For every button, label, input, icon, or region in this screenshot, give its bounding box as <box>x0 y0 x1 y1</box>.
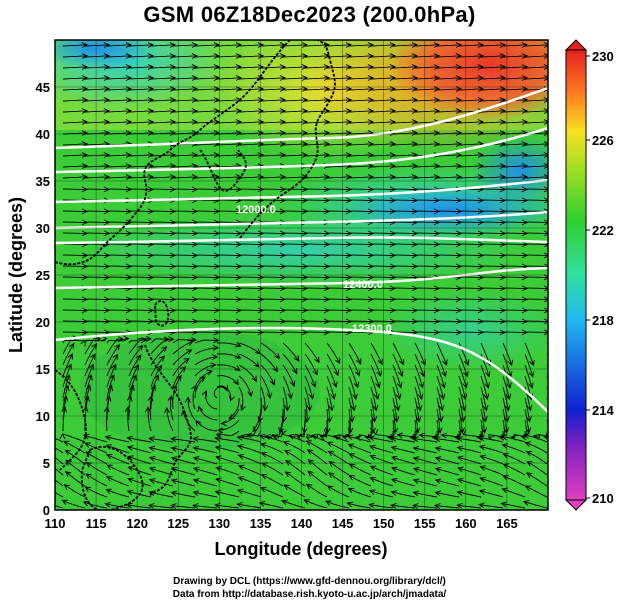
x-tick-label: 115 <box>86 516 107 531</box>
coastline-korea <box>199 149 247 192</box>
height-contours <box>55 86 548 413</box>
x-axis-ticks: 110 115 120 125 130 135 140 145 150 155 160 165 <box>45 516 518 531</box>
wind-streamlines <box>55 42 548 509</box>
contour-line <box>55 236 548 245</box>
coastline-borneo <box>80 445 144 510</box>
contour-label: 12000.0 <box>236 204 276 216</box>
colorbar-bottom-arrow <box>564 499 588 511</box>
contour-line <box>55 326 548 413</box>
x-tick-label: 125 <box>167 516 189 531</box>
colorbar-tick-label: 210 <box>592 491 614 506</box>
colorbar-tick-label: 214 <box>592 403 614 418</box>
y-tick-label: 45 <box>36 80 50 95</box>
y-axis-label: Latitude (degrees) <box>6 197 26 353</box>
coastline-mainland <box>55 40 291 266</box>
x-tick-label: 165 <box>496 516 518 531</box>
x-tick-label: 160 <box>455 516 477 531</box>
y-tick-label: 40 <box>36 127 50 142</box>
y-tick-label: 25 <box>36 268 50 283</box>
colorbar-top-arrow <box>564 39 588 51</box>
coastline-taiwan <box>154 300 170 327</box>
contour-label: 12300.0 <box>352 323 392 335</box>
contour-line <box>55 126 548 174</box>
y-tick-label: 20 <box>36 315 50 330</box>
contour-line <box>55 86 548 150</box>
x-tick-label: 120 <box>126 516 148 531</box>
colorbar-gradient <box>565 49 587 501</box>
x-tick-label: 110 <box>45 516 66 531</box>
y-tick-label: 5 <box>43 456 50 471</box>
y-tick-label: 35 <box>36 174 50 189</box>
contour-label: 12400.0 <box>343 279 383 291</box>
coastlines <box>55 40 336 510</box>
colorbar-tick-label: 218 <box>592 313 614 328</box>
y-tick-label: 30 <box>36 221 50 236</box>
coastline-philippines <box>144 344 192 496</box>
contour-line <box>55 266 548 290</box>
colorbar-tick-label: 222 <box>592 223 614 238</box>
colorbar: 210 214 218 222 226 230 <box>564 39 614 511</box>
plot-frame <box>54 39 549 511</box>
streamline-set <box>55 42 548 509</box>
credit-data: Data from http://database.rish.kyoto-u.a… <box>172 589 447 600</box>
y-axis-ticks: 0 5 10 15 20 25 30 35 40 45 <box>36 80 50 518</box>
contour-line <box>55 210 548 230</box>
x-tick-label: 140 <box>291 516 313 531</box>
coastline-indochina <box>55 369 87 471</box>
x-tick-label: 150 <box>373 516 395 531</box>
contour-label-group: 12400.0 12300.0 12000.0 <box>236 204 392 335</box>
y-tick-label: 0 <box>43 503 50 518</box>
x-axis-label: Longitude (degrees) <box>214 539 387 559</box>
x-tick-label: 145 <box>332 516 354 531</box>
y-tick-label: 10 <box>36 409 50 424</box>
colorbar-tick-label: 226 <box>592 133 614 148</box>
x-tick-label: 155 <box>414 516 436 531</box>
x-tick-label: 135 <box>250 516 272 531</box>
x-tick-label: 130 <box>208 516 230 531</box>
plot-title: GSM 06Z18Dec2023 (200.0hPa) <box>143 2 476 27</box>
coastline-japan <box>239 40 336 239</box>
credit-drawing: Drawing by DCL (https://www.gfd-dennou.o… <box>173 576 446 587</box>
y-tick-label: 15 <box>36 362 50 377</box>
contour-line <box>55 178 548 204</box>
colorbar-tick-label: 230 <box>592 49 614 64</box>
